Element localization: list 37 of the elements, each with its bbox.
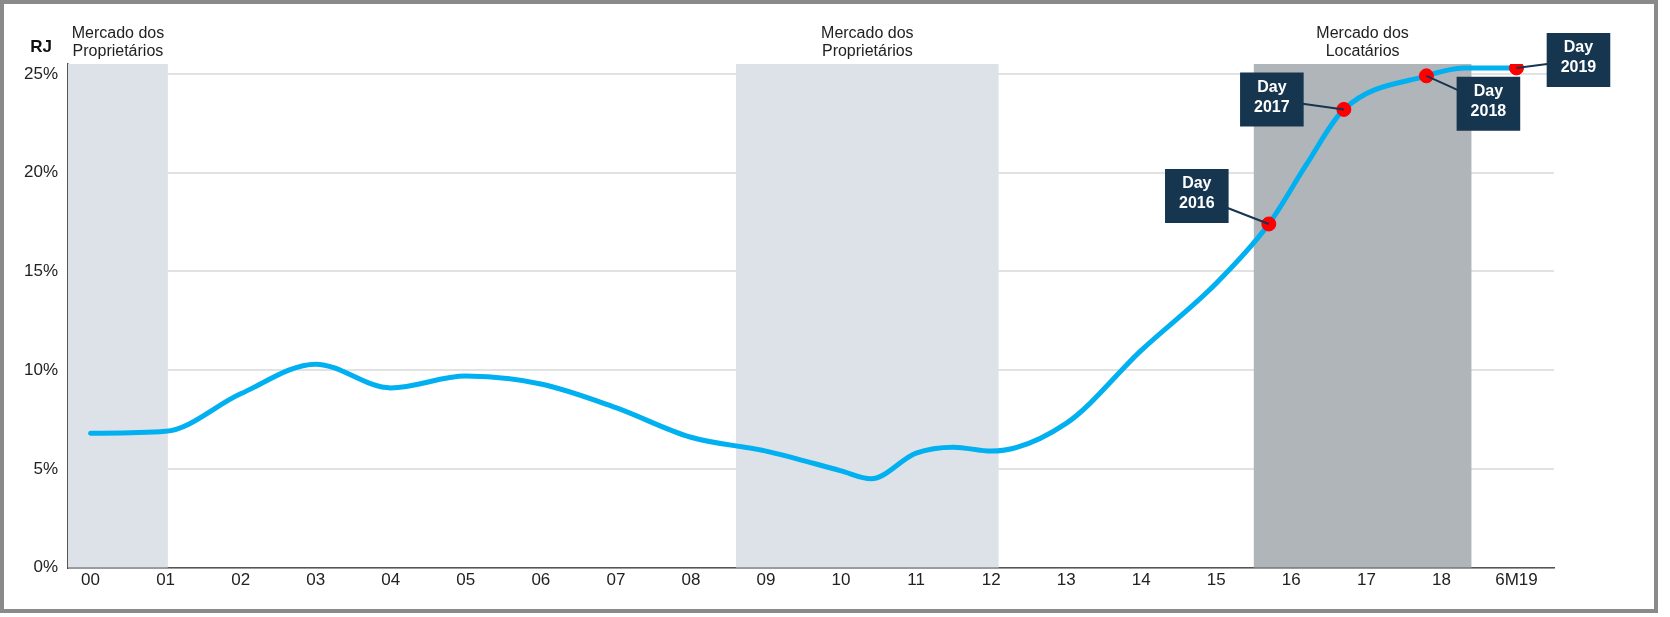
x-tick-label: 13 bbox=[1056, 570, 1076, 590]
x-tick-label: 10 bbox=[831, 570, 851, 590]
x-tick-label: 01 bbox=[156, 570, 176, 590]
x-tick-label: 02 bbox=[231, 570, 251, 590]
y-tick-label: 0% bbox=[33, 557, 59, 577]
x-tick-label: 07 bbox=[606, 570, 626, 590]
annotation: Day 2018 bbox=[1470, 82, 1507, 120]
x-tick-label: 6M19 bbox=[1495, 570, 1538, 590]
x-tick-label: 17 bbox=[1356, 570, 1376, 590]
x-tick-label: 03 bbox=[306, 570, 326, 590]
x-tick-label: 06 bbox=[531, 570, 551, 590]
x-tick-label: 12 bbox=[981, 570, 1001, 590]
band-label: Mercado dos Proprietários bbox=[71, 24, 165, 60]
x-tick-label: 05 bbox=[456, 570, 476, 590]
point bbox=[1261, 216, 1277, 232]
x-tick-label: 15 bbox=[1206, 570, 1226, 590]
x-tick-label: 14 bbox=[1131, 570, 1151, 590]
y-tick-label: 15% bbox=[23, 261, 59, 281]
x-tick-label: 11 bbox=[907, 570, 925, 590]
x-tick-label: 08 bbox=[681, 570, 701, 590]
y-tick-label: 25% bbox=[23, 63, 59, 83]
y-tick-label: 10% bbox=[23, 359, 59, 379]
band-label: Mercado dos Locatários bbox=[1316, 24, 1409, 60]
annotation: Day 2016 bbox=[1179, 174, 1215, 212]
x-tick-label: 18 bbox=[1431, 570, 1451, 590]
y-axis-title: RJ bbox=[30, 37, 52, 57]
band-label: Mercado dos Proprietários bbox=[821, 24, 914, 60]
x-tick-label: 09 bbox=[756, 570, 776, 590]
annotation: Day 2017 bbox=[1254, 77, 1290, 115]
x-tick-label: 04 bbox=[381, 570, 401, 590]
point bbox=[1336, 101, 1352, 117]
annotation: Day 2019 bbox=[1560, 38, 1597, 76]
x-tick-label: 16 bbox=[1281, 570, 1301, 590]
point bbox=[1418, 68, 1434, 84]
y-tick-label: 5% bbox=[33, 458, 59, 478]
x-tick-label: 00 bbox=[81, 570, 100, 590]
y-tick-label: 20% bbox=[23, 162, 59, 182]
